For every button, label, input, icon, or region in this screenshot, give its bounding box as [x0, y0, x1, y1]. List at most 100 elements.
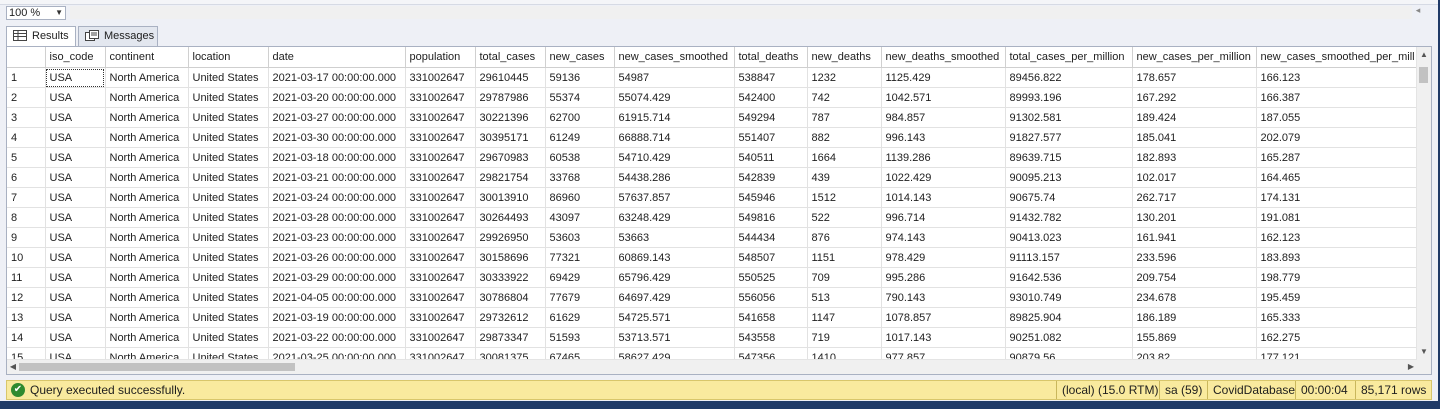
table-cell[interactable]: 331002647 [405, 327, 476, 348]
table-cell[interactable]: 1232 [807, 67, 882, 88]
table-cell[interactable]: 166.387 [1256, 87, 1417, 108]
table-cell[interactable]: 183.893 [1256, 247, 1417, 268]
table-cell[interactable]: 63248.429 [614, 207, 735, 228]
column-header[interactable]: new_cases [545, 47, 615, 68]
column-header[interactable]: new_cases_smoothed_per_mill [1256, 47, 1417, 68]
table-cell[interactable]: 69429 [545, 267, 615, 288]
table-cell[interactable]: 65796.429 [614, 267, 735, 288]
table-cell[interactable]: North America [105, 147, 189, 168]
table-cell[interactable]: North America [105, 287, 189, 308]
table-row[interactable]: 6 USA North America United States 2021-03-21… [7, 167, 1417, 188]
table-cell[interactable]: USA [45, 247, 106, 268]
table-cell[interactable]: 91432.782 [1005, 207, 1133, 228]
table-cell[interactable]: 29926950 [475, 227, 546, 248]
table-cell[interactable]: North America [105, 267, 189, 288]
table-cell[interactable]: 790.143 [881, 287, 1006, 308]
table-cell[interactable]: 549294 [734, 107, 808, 128]
table-cell[interactable]: 544434 [734, 227, 808, 248]
table-cell[interactable]: 30333922 [475, 267, 546, 288]
table-cell[interactable]: 974.143 [881, 227, 1006, 248]
table-cell[interactable]: 550525 [734, 267, 808, 288]
table-cell[interactable]: USA [45, 287, 106, 308]
table-cell[interactable]: 30221396 [475, 107, 546, 128]
table-cell[interactable]: 439 [807, 167, 882, 188]
row-number[interactable]: 10 [7, 247, 46, 268]
table-cell[interactable]: 91302.581 [1005, 107, 1133, 128]
table-cell[interactable]: 61629 [545, 307, 615, 328]
column-header[interactable]: population [405, 47, 476, 68]
column-header[interactable]: date [268, 47, 406, 68]
table-cell[interactable]: 59136 [545, 67, 615, 88]
table-cell[interactable]: 1022.429 [881, 167, 1006, 188]
table-cell[interactable]: 64697.429 [614, 287, 735, 308]
table-cell[interactable]: 2021-03-23 00:00:00.000 [268, 227, 406, 248]
table-cell[interactable]: 331002647 [405, 167, 476, 188]
table-cell[interactable]: 54987 [614, 67, 735, 88]
row-number[interactable]: 5 [7, 147, 46, 168]
row-number[interactable]: 11 [7, 267, 46, 288]
table-cell[interactable]: 102.017 [1132, 167, 1257, 188]
table-cell[interactable]: 51593 [545, 327, 615, 348]
table-cell[interactable]: 195.459 [1256, 287, 1417, 308]
row-number[interactable]: 1 [7, 67, 46, 88]
table-cell[interactable]: 984.857 [881, 107, 1006, 128]
table-cell[interactable]: 60869.143 [614, 247, 735, 268]
table-cell[interactable]: 996.143 [881, 127, 1006, 148]
table-cell[interactable]: United States [188, 227, 269, 248]
table-cell[interactable]: 53713.571 [614, 327, 735, 348]
table-cell[interactable]: 2021-03-29 00:00:00.000 [268, 267, 406, 288]
table-cell[interactable]: 186.189 [1132, 307, 1257, 328]
table-cell[interactable]: 1017.143 [881, 327, 1006, 348]
table-cell[interactable]: 233.596 [1132, 247, 1257, 268]
table-cell[interactable]: North America [105, 327, 189, 348]
table-cell[interactable]: United States [188, 87, 269, 108]
table-row[interactable]: 2 USA North America United States 2021-03-20… [7, 87, 1417, 108]
column-header[interactable]: iso_code [45, 47, 106, 68]
table-cell[interactable]: 978.429 [881, 247, 1006, 268]
table-cell[interactable]: United States [188, 147, 269, 168]
table-cell[interactable]: 77679 [545, 287, 615, 308]
table-cell[interactable]: 709 [807, 267, 882, 288]
table-cell[interactable]: 548507 [734, 247, 808, 268]
table-cell[interactable]: 90675.74 [1005, 187, 1133, 208]
table-cell[interactable]: 719 [807, 327, 882, 348]
table-cell[interactable]: 2021-03-28 00:00:00.000 [268, 207, 406, 228]
table-row[interactable]: 14 USA North America United States 2021-03-2… [7, 327, 1417, 348]
table-row[interactable]: 13 USA North America United States 2021-03-1… [7, 307, 1417, 328]
table-cell[interactable]: North America [105, 207, 189, 228]
vertical-scrollbar[interactable]: ▲ ▼ [1416, 47, 1431, 360]
table-cell[interactable]: 130.201 [1132, 207, 1257, 228]
column-header[interactable]: total_cases [475, 47, 546, 68]
table-cell[interactable]: North America [105, 247, 189, 268]
table-cell[interactable]: 54710.429 [614, 147, 735, 168]
table-cell[interactable]: 191.081 [1256, 207, 1417, 228]
table-cell[interactable]: 1147 [807, 307, 882, 328]
table-cell[interactable]: 331002647 [405, 87, 476, 108]
table-cell[interactable]: USA [45, 307, 106, 328]
table-cell[interactable]: 90095.213 [1005, 167, 1133, 188]
table-cell[interactable]: 2021-03-26 00:00:00.000 [268, 247, 406, 268]
table-cell[interactable]: 53663 [614, 227, 735, 248]
table-cell[interactable]: United States [188, 287, 269, 308]
scroll-down-icon[interactable]: ▼ [1420, 347, 1428, 356]
table-cell[interactable]: 513 [807, 287, 882, 308]
table-cell[interactable]: 43097 [545, 207, 615, 228]
table-cell[interactable]: 331002647 [405, 107, 476, 128]
table-cell[interactable]: 1664 [807, 147, 882, 168]
table-cell[interactable]: 542400 [734, 87, 808, 108]
table-cell[interactable]: 331002647 [405, 287, 476, 308]
table-cell[interactable]: 182.893 [1132, 147, 1257, 168]
table-cell[interactable]: United States [188, 247, 269, 268]
table-row[interactable]: 3 USA North America United States 2021-03-27… [7, 107, 1417, 128]
table-cell[interactable]: North America [105, 227, 189, 248]
results-grid[interactable]: iso_code continent location date population t… [6, 46, 1432, 375]
column-header[interactable]: new_deaths_smoothed [881, 47, 1006, 68]
table-cell[interactable]: 77321 [545, 247, 615, 268]
table-cell[interactable]: North America [105, 87, 189, 108]
table-row[interactable]: 7 USA North America United States 2021-03-24… [7, 187, 1417, 208]
row-number[interactable]: 6 [7, 167, 46, 188]
table-cell[interactable]: 62700 [545, 107, 615, 128]
column-header[interactable]: continent [105, 47, 189, 68]
table-cell[interactable]: 57637.857 [614, 187, 735, 208]
table-cell[interactable]: 2021-03-24 00:00:00.000 [268, 187, 406, 208]
